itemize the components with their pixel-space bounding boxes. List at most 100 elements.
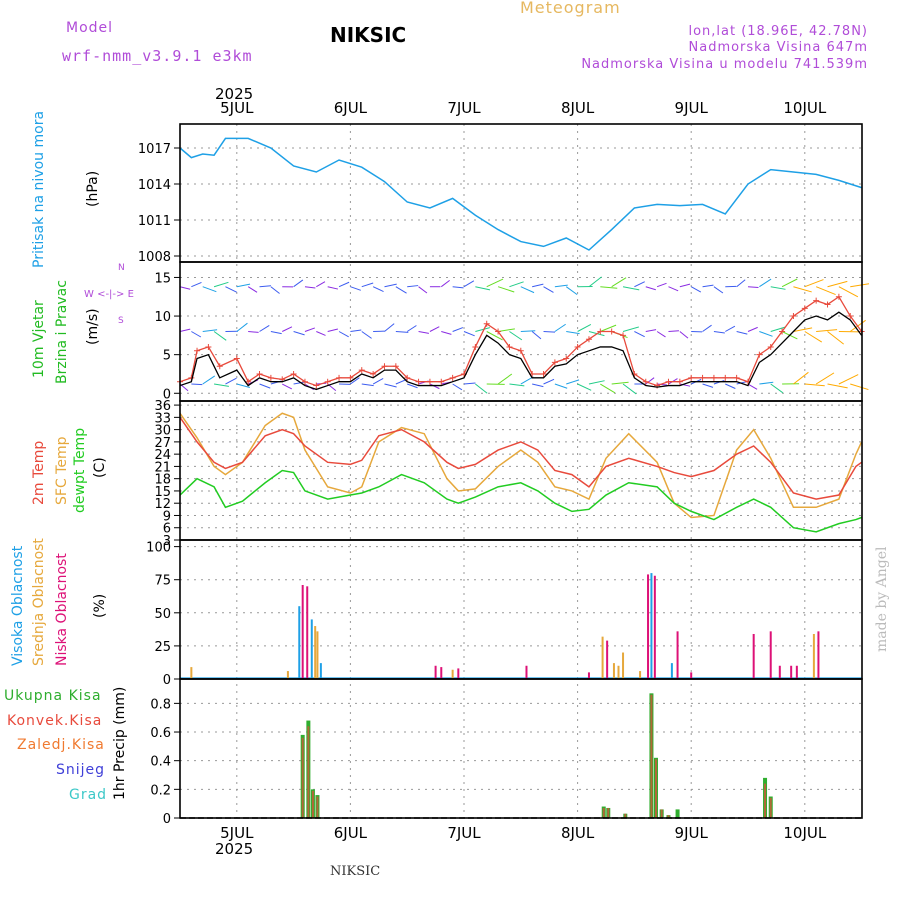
wind-speed-marker <box>233 355 240 362</box>
mid-cloud-bar <box>812 633 815 679</box>
wind-speed-marker <box>733 374 740 381</box>
low-cloud-bar <box>434 665 437 679</box>
y-tick-label: 27 <box>154 436 171 451</box>
wind-speed-marker <box>324 378 331 385</box>
footer-station: NIKSIC <box>330 864 380 879</box>
wind-arrow <box>543 331 556 333</box>
pressure-line <box>179 137 862 251</box>
wind-speed-marker <box>756 351 763 358</box>
wind-arrow <box>418 286 428 294</box>
wind-arrow <box>554 323 566 332</box>
wind-arrow <box>384 323 395 332</box>
model-altitude-info: Nadmorska Visina u modelu 741.539m <box>581 57 868 72</box>
y-tick-label: 0.8 <box>150 697 171 712</box>
convective-precip-bar <box>660 809 663 818</box>
wind-speed-marker <box>688 374 695 381</box>
wind-speed-marker <box>216 363 223 370</box>
top-year-label: 2025 <box>215 85 253 103</box>
wind-arrow <box>338 281 350 288</box>
y-tick-label: 50 <box>154 607 171 622</box>
wind-arrow <box>600 286 618 289</box>
wind-arrow <box>770 383 784 394</box>
wind-arrow <box>270 331 282 335</box>
wind-speed-marker <box>620 332 627 339</box>
bottom-day-label: 10JUL <box>783 824 826 842</box>
temp-2m-line <box>179 416 863 500</box>
chart-title: Meteogram <box>520 0 621 17</box>
wind-arrow <box>214 383 229 387</box>
wind-arrow <box>804 383 825 387</box>
convective-precip-bar <box>769 797 772 818</box>
bottom-year-label: 2025 <box>215 840 253 858</box>
legend-convective-precip: Konvek.Kisa <box>7 713 102 729</box>
wind-speed-marker <box>642 378 649 385</box>
wind-arrow <box>236 383 250 388</box>
pressure-axis-label: Pritisak na nivou mora <box>31 111 47 268</box>
wind-arrow <box>645 286 656 291</box>
wind-speed-marker <box>392 363 399 370</box>
low-cloud-bar <box>752 633 755 679</box>
y-tick-label: 18 <box>154 473 171 488</box>
low-cloud-bar <box>795 665 798 679</box>
wind-arrow <box>350 377 360 385</box>
wind-arrow <box>804 279 824 288</box>
wind-arrow <box>668 330 679 332</box>
wind-speed-marker <box>438 378 445 385</box>
wind-speed-marker <box>205 343 212 350</box>
top-day-label: 10JUL <box>783 99 826 117</box>
wind-arrow <box>645 329 657 332</box>
wind-arrow <box>407 285 419 288</box>
wind-arrow <box>179 328 191 332</box>
wind-arrow <box>293 331 305 336</box>
top-day-label: 6JUL <box>334 99 368 117</box>
cloud-axis-label-1: Visoka Oblacnost <box>10 545 26 666</box>
model-label: Model <box>66 20 114 36</box>
low-cloud-bar <box>606 640 609 679</box>
y-tick-label: 9 <box>163 509 171 524</box>
wind-arrow <box>475 327 490 332</box>
wind-speed-marker <box>426 378 433 385</box>
wind-arrow <box>611 277 627 288</box>
wind-arrow <box>770 286 786 290</box>
wind-arrow <box>338 331 349 338</box>
wind-axis-label-1: 10m Vjetar <box>31 300 47 378</box>
wind-arrow <box>747 286 759 288</box>
high-cloud-bar <box>670 663 673 679</box>
high-cloud-bar <box>310 619 313 679</box>
wind-arrow <box>202 286 217 293</box>
wind-arrow <box>179 286 191 290</box>
wind-arrow <box>531 331 542 340</box>
y-tick-label: 0 <box>163 673 171 688</box>
wind-arrow <box>327 328 338 332</box>
wind-speed-marker <box>347 374 354 381</box>
temp-axis-label-1: 2m Temp <box>31 441 47 505</box>
wind-arrow <box>202 329 218 332</box>
pressure-unit-label: (hPa) <box>85 171 101 207</box>
wind-speed-marker <box>194 347 201 354</box>
wind-arrow <box>622 383 637 395</box>
wind-arrow <box>452 383 463 391</box>
wind-arrow <box>429 326 440 332</box>
wind-arrow <box>213 331 227 341</box>
wind-speed-marker <box>472 343 479 350</box>
wind-arrow <box>429 383 440 390</box>
wind-arrow <box>781 278 798 288</box>
wind-arrow <box>736 279 746 288</box>
low-cloud-bar <box>769 631 772 679</box>
wind-arrow <box>566 331 580 335</box>
wind-arrow <box>361 331 372 339</box>
wind-speed-marker <box>813 297 820 304</box>
cloud-unit-label: (%) <box>92 594 108 618</box>
wind-arrow <box>759 331 773 337</box>
y-tick-label: 0 <box>163 812 171 827</box>
wind-speed-marker <box>676 378 683 385</box>
y-tick-label: 5 <box>163 349 171 364</box>
wind-arrow <box>225 377 237 385</box>
wind-arrow <box>509 281 524 288</box>
lonlat-info: lon,lat (18.96E, 42.78N) <box>688 24 868 39</box>
wind-speed-marker <box>313 382 320 389</box>
wind-arrow <box>611 381 629 385</box>
model-name: wrf-nmm_v3.9.1 e3km <box>62 47 253 65</box>
wind-arrow <box>282 383 293 390</box>
wind-arrow <box>395 331 409 333</box>
